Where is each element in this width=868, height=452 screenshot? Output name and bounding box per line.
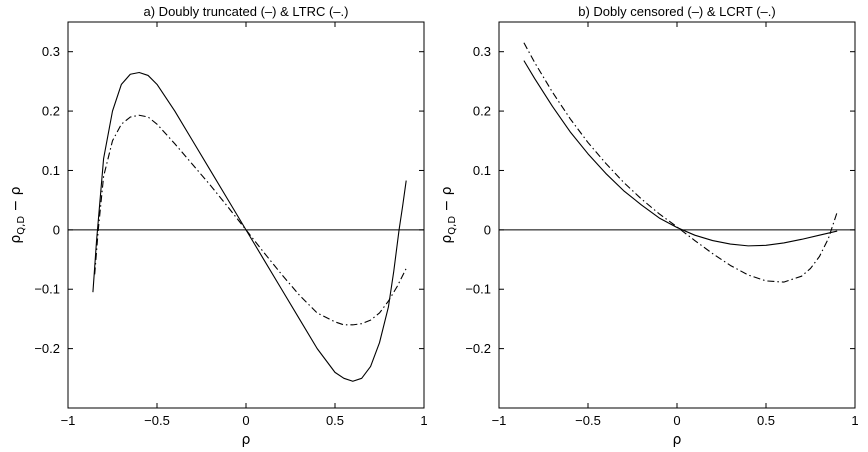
x-tick-label: −0.5 — [144, 413, 170, 428]
x-tick-label: 1 — [851, 413, 858, 428]
y-tick-label: 0.3 — [42, 44, 60, 59]
y-axis-label-main: ρ — [439, 235, 455, 244]
x-axis-label: ρ — [242, 432, 251, 448]
axes-box — [67, 21, 425, 409]
y-tick-label: −0.2 — [465, 341, 491, 356]
y-tick-label: −0.2 — [34, 341, 60, 356]
panel-b: b) Dobly censored (–) & LCRT (–.) −1 −0.5 0… — [439, 4, 859, 448]
series-line-solid — [523, 60, 838, 247]
y-tick-label: 0.2 — [473, 104, 491, 119]
axes-box — [498, 21, 856, 409]
y-tick-label: 0 — [484, 222, 491, 237]
y-axis-label-subscript: Q,D — [447, 216, 458, 235]
x-tick-label: 1 — [420, 413, 427, 428]
series-line-dashdot — [94, 114, 407, 326]
y-tick-label: 0.3 — [473, 44, 491, 59]
x-axis-label: ρ — [673, 432, 682, 448]
x-tick-label: −0.5 — [575, 413, 601, 428]
y-axis-label: ρQ,D − ρ — [8, 186, 27, 243]
x-tick-label: 0 — [673, 413, 680, 428]
y-tick-label: −0.1 — [34, 282, 60, 297]
y-axis-label-subscript: Q,D — [16, 216, 27, 235]
x-tick-label: −1 — [492, 413, 507, 428]
x-tick-label: 0.5 — [757, 413, 775, 428]
y-tick-label: 0.1 — [473, 163, 491, 178]
series-line-solid — [92, 71, 407, 382]
x-tick-label: 0 — [242, 413, 249, 428]
y-tick-label: −0.1 — [465, 282, 491, 297]
chart-title: a) Doubly truncated (–) & LTRC (–.) — [144, 4, 349, 19]
y-tick-label: 0 — [53, 222, 60, 237]
series-line-dashdot — [523, 42, 838, 283]
y-axis-label-tail: − ρ — [439, 186, 455, 216]
panel-a: a) Doubly truncated (–) & LTRC (–.) −1 −0.… — [8, 4, 428, 448]
x-tick-label: 0.5 — [326, 413, 344, 428]
chart-title: b) Dobly censored (–) & LCRT (–.) — [578, 4, 775, 19]
y-tick-label: 0.1 — [42, 163, 60, 178]
y-tick-label: 0.2 — [42, 104, 60, 119]
y-axis-label-main: ρ — [8, 235, 24, 244]
y-axis-label: ρQ,D − ρ — [439, 186, 458, 243]
y-axis-label-tail: − ρ — [8, 186, 24, 216]
x-tick-label: −1 — [61, 413, 76, 428]
